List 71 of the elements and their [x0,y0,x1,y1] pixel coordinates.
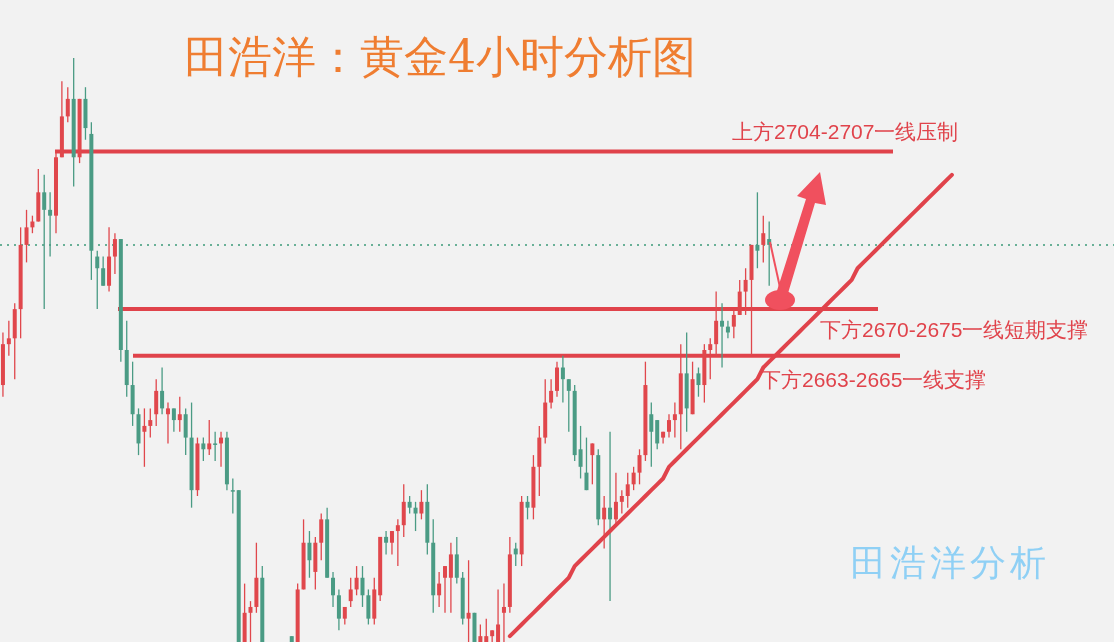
candlestick [177,396,182,433]
candlestick [48,191,53,258]
candlestick [584,436,589,491]
candlestick [112,232,117,275]
candlestick [496,588,501,642]
candlestick [419,489,424,521]
candlestick [95,250,100,310]
candlestick [171,407,176,433]
candlestick [525,495,530,521]
candlestick [501,582,506,642]
candlestick [148,407,153,439]
candlestick [6,320,11,357]
candlestick [319,512,324,561]
candlestick [619,489,624,515]
candlestick [666,413,671,439]
candlestick [360,565,365,608]
candlestick [366,588,371,626]
candlestick [331,571,336,608]
ref-line-label: 下方2663-2665一线支撑 [760,367,987,391]
candlestick [631,466,636,491]
candlestick [755,191,760,269]
candlestick [384,530,389,556]
candlestick [413,501,418,532]
candlestick [608,431,613,602]
candlestick [183,407,188,456]
candlestick [213,431,218,462]
candlestick [637,448,642,485]
candlestick [437,571,442,608]
candlestick [336,588,341,631]
candlestick [466,559,471,642]
candlestick [165,401,170,445]
candlestick [307,530,312,579]
candlestick [354,565,359,596]
candlestick [395,518,400,567]
candlestick [154,378,159,427]
candlestick [484,617,489,642]
candlestick [672,401,677,439]
candlestick [655,419,660,450]
candlestick [590,442,595,485]
candlestick [207,419,212,456]
candlestick [443,565,448,614]
candlestick [201,436,206,462]
chart-title: 田浩洋：黄金4小时分析图 [184,31,696,82]
candlestick [448,542,453,614]
ref-line-label: 上方2704-2707一线压制 [732,120,959,144]
candlestick [602,495,607,550]
candlestick [625,471,630,509]
candlestick [101,255,106,287]
candlestick [65,86,70,123]
candlestick [649,401,654,468]
candlestick [42,174,47,310]
candlestick [720,302,725,369]
candlestick [230,477,235,515]
candlestick [613,471,618,526]
candlestick [696,366,701,398]
candlestick [560,355,565,404]
candlestick [578,425,583,480]
candlestick [348,577,353,608]
candlestick [24,209,29,264]
candlestick [142,407,147,468]
candlestick [555,361,559,398]
candlestick [248,600,253,642]
candlestick [160,366,165,415]
annotation: 田浩洋分析 [850,542,1050,583]
candlestick [761,215,766,264]
candlestick [389,530,394,556]
candlestick [401,483,406,538]
candlestick [549,378,554,410]
candlestick [566,378,571,433]
ref-line-label: 下方2670-2675一线短期支撑 [820,318,1089,342]
candlestick [454,536,459,585]
